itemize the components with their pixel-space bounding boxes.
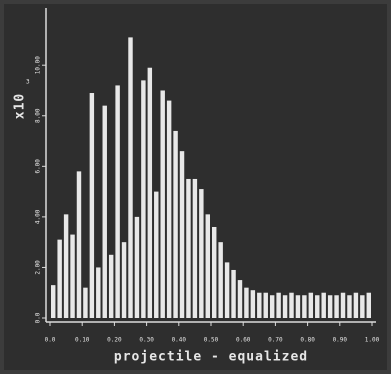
bar: [63, 214, 69, 318]
bar: [160, 90, 165, 318]
bar: [199, 189, 204, 318]
bar: [295, 295, 301, 318]
bar: [70, 234, 75, 318]
bar: [269, 295, 275, 318]
bar: [147, 67, 153, 318]
y-axis-label-group: x10: [13, 93, 28, 119]
bar: [166, 100, 172, 318]
x-tick-label: 0.70: [268, 337, 283, 344]
bar: [366, 292, 371, 318]
bar: [289, 292, 294, 318]
y-tick-label-group: 4.00: [35, 209, 42, 224]
bar: [89, 93, 95, 319]
bar: [263, 292, 268, 318]
bar: [276, 292, 281, 318]
x-tick-label: 0.40: [172, 337, 187, 344]
y-tick-label: 10.00: [35, 56, 42, 74]
x-tick-label: 0.60: [236, 337, 251, 344]
y-tick-label-group: 6.00: [35, 159, 42, 174]
bar: [308, 292, 314, 318]
y-tick-label: 0.0: [35, 312, 42, 323]
bar: [57, 239, 62, 318]
bar: [231, 269, 236, 318]
x-tick-label: 1.00: [365, 337, 380, 344]
bar: [327, 295, 333, 318]
bar: [51, 285, 56, 318]
bar: [128, 37, 133, 318]
bar: [192, 178, 198, 318]
bar: [250, 290, 256, 318]
bar: [96, 267, 101, 318]
y-tick-label: 2.00: [35, 260, 42, 275]
bar: [115, 85, 120, 318]
bar: [347, 295, 352, 318]
y-tick-label-group: 10.00: [35, 56, 42, 74]
bar: [121, 242, 127, 318]
bar: [173, 130, 178, 318]
y-tick-label-group: 8.00: [35, 108, 42, 123]
bar: [302, 295, 307, 318]
bar: [244, 287, 249, 318]
bar: [315, 295, 320, 318]
x-tick-label: 0.50: [204, 337, 219, 344]
bar: [237, 280, 243, 318]
x-tick-label: 0.20: [107, 337, 122, 344]
bar: [321, 292, 326, 318]
bar: [186, 178, 191, 318]
bar: [224, 262, 230, 318]
bar: [205, 214, 210, 318]
bar: [141, 80, 146, 318]
x-tick-label: 0.80: [300, 337, 315, 344]
bar: [154, 191, 159, 318]
bar: [353, 292, 359, 318]
y-tick-label: 4.00: [35, 209, 42, 224]
bar: [108, 254, 114, 318]
bar: [179, 151, 185, 318]
y-tick-label: 6.00: [35, 159, 42, 174]
x-tick-label: 0.0: [45, 337, 56, 344]
y-tick-label-group: 0.0: [35, 312, 42, 323]
x-tick-label: 0.90: [333, 337, 348, 344]
bar: [102, 105, 107, 318]
x-tick-label: 0.10: [75, 337, 90, 344]
bar: [257, 292, 262, 318]
bar: [218, 242, 223, 318]
bar: [76, 171, 82, 318]
bar: [340, 292, 346, 318]
bar: [334, 295, 339, 318]
y-axis-exponent: 3: [26, 79, 30, 86]
x-axis-label: projectile - equalized: [114, 350, 308, 365]
y-axis-label: x10: [13, 93, 28, 119]
y-tick-label-group: 2.00: [35, 260, 42, 275]
y-tick-label: 8.00: [35, 108, 42, 123]
bar: [360, 295, 365, 318]
bar: [134, 216, 140, 318]
bar: [83, 287, 88, 318]
x-tick-label: 0.30: [139, 337, 154, 344]
bar: [282, 295, 288, 318]
bar: [212, 226, 217, 318]
